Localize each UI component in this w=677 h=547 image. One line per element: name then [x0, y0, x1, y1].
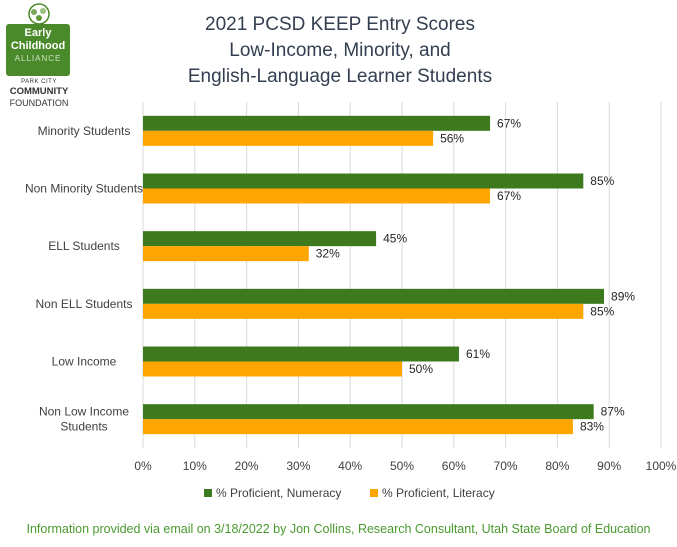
- data-label: 89%: [611, 289, 635, 303]
- bar: [143, 231, 377, 247]
- x-tick-label: 30%: [286, 459, 310, 473]
- bar: [143, 288, 605, 304]
- data-label: 85%: [590, 304, 614, 318]
- gridlines: [142, 102, 662, 448]
- category-label-line: Non Minority Students: [25, 182, 143, 196]
- x-tick-label: 100%: [646, 459, 677, 473]
- category-label-line: ELL Students: [48, 239, 120, 253]
- data-label: 83%: [580, 420, 604, 434]
- bar: [143, 361, 402, 377]
- logo-sub-1: PARK CITY: [21, 79, 57, 85]
- category-label-line: Non ELL Students: [36, 297, 133, 311]
- x-tick-label: 70%: [494, 459, 518, 473]
- x-tick-label: 90%: [597, 459, 621, 473]
- logo-sub-2: COMMUNITY: [9, 86, 69, 97]
- category-label: Non Minority Students: [25, 182, 143, 196]
- category-label-line: Students: [60, 420, 107, 434]
- bar: [143, 173, 584, 189]
- bar: [143, 303, 584, 319]
- category-label: Minority Students: [38, 124, 131, 138]
- x-tick-labels: 0% 10% 20% 30% 40% 50% 60% 70% 80% 90% 100%: [134, 459, 676, 473]
- data-label: 50%: [409, 362, 433, 376]
- bar: [143, 419, 573, 435]
- bar-chart: 67%56%85%67%45%32%89%85%61%50%87%83% Min…: [25, 102, 677, 500]
- x-tick-label: 60%: [442, 459, 466, 473]
- x-tick-label: 80%: [545, 459, 569, 473]
- logo-sub-3: FOUNDATION: [9, 98, 69, 108]
- data-label: 85%: [590, 174, 614, 188]
- chart-title-line-3: English-Language Learner Students: [187, 66, 493, 87]
- bar: [143, 346, 459, 362]
- legend-swatch: [370, 489, 378, 497]
- x-tick-label: 20%: [235, 459, 259, 473]
- legend-label: % Proficient, Numeracy: [216, 486, 341, 500]
- bars: [143, 115, 605, 435]
- bar: [143, 188, 491, 204]
- x-tick-label: 40%: [338, 459, 362, 473]
- legend-label: % Proficient, Literacy: [382, 486, 495, 500]
- category-labels: Minority Students Non Minority Students EL…: [25, 124, 143, 434]
- value-labels: 67%56%85%67%45%32%89%85%61%50%87%83%: [316, 116, 636, 433]
- legend-swatch: [204, 489, 212, 497]
- data-label: 45%: [383, 232, 407, 246]
- logo-line-2: Childhood: [10, 40, 66, 52]
- logo-badge: [6, 24, 70, 76]
- data-label: 61%: [466, 347, 490, 361]
- data-label: 67%: [497, 116, 521, 130]
- logo-line-3: ALLIANCE: [14, 54, 62, 63]
- data-label: 67%: [497, 189, 521, 203]
- category-label: Non ELL Students: [36, 297, 133, 311]
- x-tick-label: 10%: [183, 459, 207, 473]
- category-label: Low Income: [52, 355, 117, 369]
- category-label: ELL Students: [48, 239, 120, 253]
- category-label: Non Low Income Students: [39, 405, 129, 434]
- category-label-line: Low Income: [52, 355, 117, 369]
- category-label-line: Minority Students: [38, 124, 131, 138]
- x-tick-label: 50%: [390, 459, 414, 473]
- chart-title-line-1: 2021 PCSD KEEP Entry Scores: [205, 14, 475, 35]
- source-footnote: Information provided via email on 3/18/2…: [26, 522, 651, 536]
- legend: % Proficient, Numeracy % Proficient, Lite…: [204, 486, 495, 500]
- bar: [143, 246, 309, 262]
- data-label: 32%: [316, 247, 340, 261]
- data-label: 56%: [440, 131, 464, 145]
- logo-line-1: Early: [24, 27, 52, 39]
- data-label: 87%: [601, 405, 625, 419]
- chart-title-line-2: Low-Income, Minority, and: [229, 40, 451, 61]
- bar: [143, 404, 594, 420]
- bar: [143, 130, 434, 146]
- category-label-line: Non Low Income: [39, 405, 129, 419]
- chart-title: 2021 PCSD KEEP Entry Scores Low-Income, …: [140, 12, 540, 90]
- x-tick-label: 0%: [134, 459, 152, 473]
- logo: Early Childhood ALLIANCE PARK CITY COMMU…: [6, 2, 72, 110]
- bar: [143, 115, 491, 131]
